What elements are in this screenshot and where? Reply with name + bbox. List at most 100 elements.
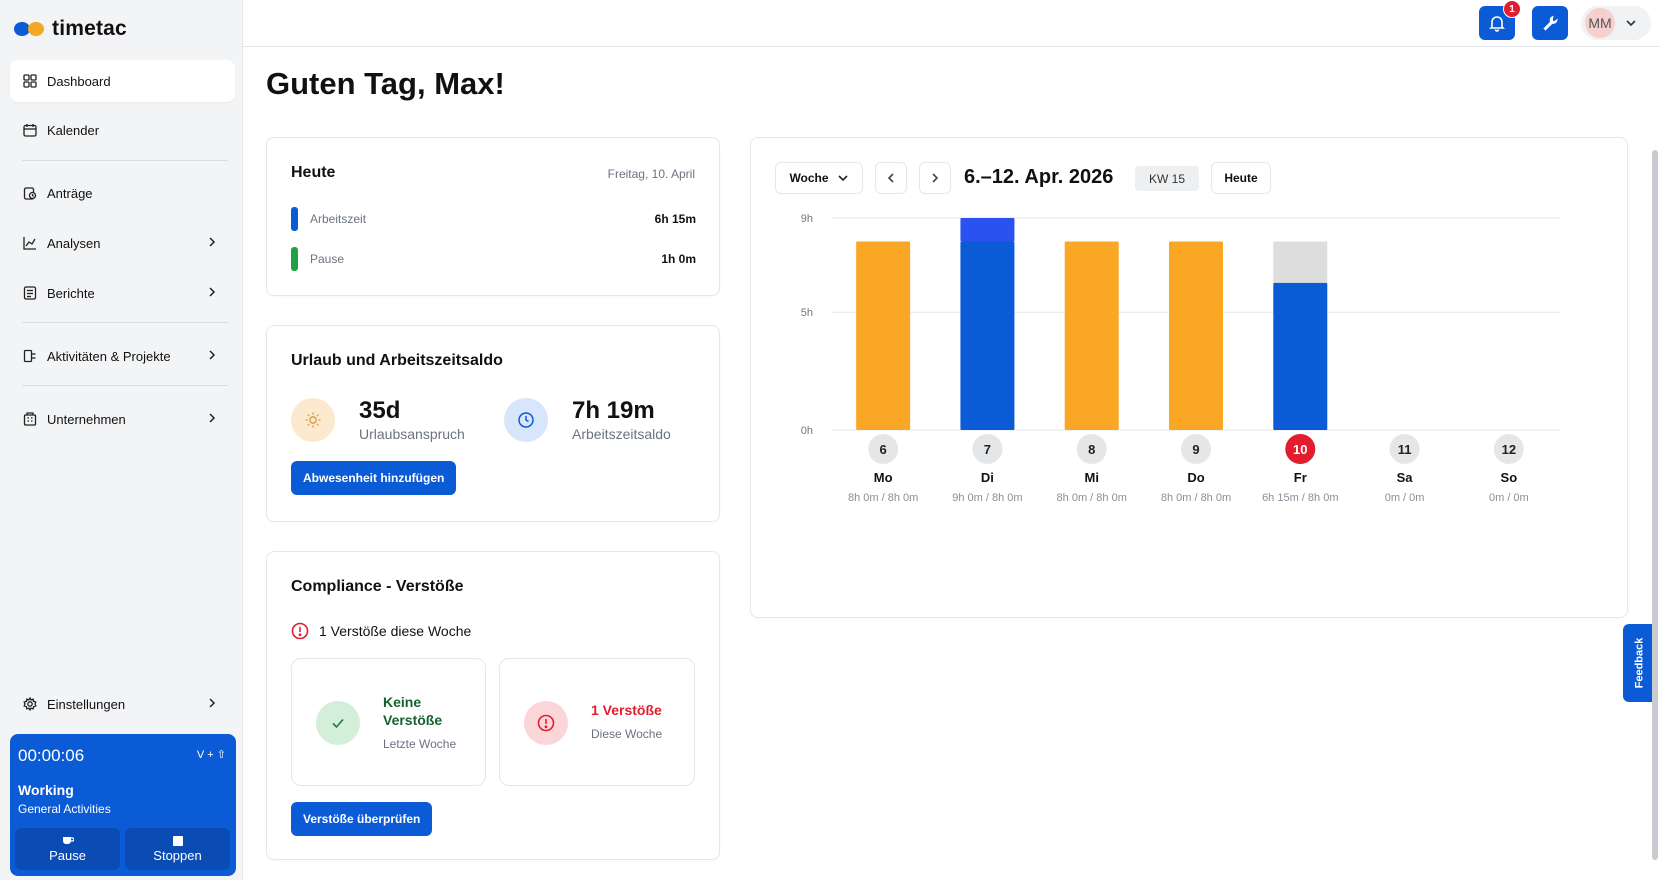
app-name: timetac bbox=[52, 17, 127, 40]
view-select[interactable]: Woche bbox=[775, 162, 863, 194]
card-title: Urlaub und Arbeitszeitsaldo bbox=[291, 352, 503, 369]
this-week-tile[interactable]: 1 Verstöße Diese Woche bbox=[499, 658, 695, 786]
today-button[interactable]: Heute bbox=[1211, 162, 1271, 194]
review-violations-button[interactable]: Verstöße überprüfen bbox=[291, 802, 433, 836]
today-row-worktime: Arbeitszeit 6h 15m bbox=[291, 207, 696, 231]
day-name: Sa bbox=[1397, 470, 1414, 485]
worktime-value: 7h 19m bbox=[572, 397, 655, 424]
pause-color-bar bbox=[291, 247, 298, 271]
sidebar-item-einstellungen[interactable]: Einstellungen bbox=[10, 683, 235, 725]
notification-badge: 1 bbox=[1503, 0, 1521, 18]
tools-button[interactable] bbox=[1532, 6, 1568, 40]
sidebar-item-label: Aktivitäten & Projekte bbox=[47, 348, 171, 364]
sidebar-item-dashboard[interactable]: Dashboard bbox=[10, 60, 235, 102]
row-label: Arbeitszeit bbox=[310, 212, 367, 226]
day-summary: 6h 15m / 8h 0m bbox=[1262, 492, 1338, 504]
day-number-circle bbox=[1493, 434, 1524, 464]
sidebar-item-label: Anträge bbox=[47, 185, 93, 201]
row-label: Pause bbox=[310, 252, 345, 266]
vacation-label: Urlaubsanspruch bbox=[359, 426, 465, 442]
top-bar: 1 MM bbox=[243, 0, 1660, 47]
nav-divider bbox=[22, 322, 228, 323]
day-number-circle bbox=[1181, 434, 1211, 464]
today-button-label: Heute bbox=[1224, 171, 1258, 185]
next-week-button[interactable] bbox=[919, 162, 951, 194]
day-number: 12 bbox=[1502, 442, 1516, 457]
chevron-right-icon bbox=[932, 173, 939, 183]
feedback-button[interactable]: Feedback bbox=[1623, 624, 1655, 702]
sidebar-item-antraege[interactable]: Anträge bbox=[10, 172, 235, 214]
y-tick-label: 5h bbox=[801, 307, 813, 319]
alert-icon bbox=[524, 701, 568, 745]
day-name: Do bbox=[1187, 470, 1204, 485]
today-card: Heute Freitag, 10. April Arbeitszeit 6h … bbox=[266, 137, 720, 296]
card-title: Heute bbox=[291, 164, 336, 181]
day-number-circle bbox=[1389, 434, 1420, 464]
bell-icon bbox=[1489, 16, 1505, 32]
day-number: 11 bbox=[1398, 442, 1412, 457]
day-number: 9 bbox=[1192, 442, 1199, 457]
vacation-value: 35d bbox=[359, 397, 401, 424]
day-summary: 0m / 0m bbox=[1489, 492, 1529, 504]
add-absence-button[interactable]: Abwesenheit hinzufügen bbox=[291, 461, 457, 495]
day-summary: 9h 0m / 8h 0m bbox=[952, 492, 1022, 504]
app-logo[interactable]: timetac bbox=[14, 16, 127, 42]
pause-button[interactable]: Pause bbox=[15, 828, 120, 870]
row-value: 1h 0m bbox=[661, 252, 696, 266]
card-title: Compliance - Verstöße bbox=[291, 578, 464, 595]
chevron-down-icon bbox=[1626, 20, 1636, 27]
violation-count-text: 1 Verstöße diese Woche bbox=[319, 623, 472, 639]
feedback-label: Feedback bbox=[1633, 637, 1645, 689]
day-summary: 8h 0m / 8h 0m bbox=[848, 492, 918, 504]
sidebar-item-berichte[interactable]: Berichte bbox=[10, 272, 235, 314]
requests-icon bbox=[22, 185, 38, 201]
timer-activity[interactable]: General Activities bbox=[18, 802, 111, 816]
chevron-right-icon bbox=[209, 287, 216, 297]
sidebar-item-label: Unternehmen bbox=[47, 411, 126, 427]
sidebar-item-label: Analysen bbox=[47, 235, 101, 251]
violation-count: 1 Verstöße diese Woche bbox=[291, 622, 471, 640]
alert-icon bbox=[291, 622, 309, 640]
y-tick-label: 9h bbox=[801, 213, 813, 225]
chevron-down-icon bbox=[837, 175, 848, 182]
stop-label: Stoppen bbox=[153, 847, 202, 863]
projects-icon bbox=[22, 348, 38, 364]
report-icon bbox=[22, 285, 38, 301]
vacation-stat: 35d Urlaubsanspruch bbox=[291, 398, 465, 442]
company-icon bbox=[22, 411, 38, 427]
time-tracker-widget: 00:00:06 V + ⇧ Working General Activitie… bbox=[10, 734, 236, 876]
nav-divider bbox=[22, 160, 228, 161]
tile-subtitle: Diese Woche bbox=[591, 727, 663, 741]
day-number: 8 bbox=[1088, 442, 1095, 457]
week-range: 6.–12. Apr. 2026 bbox=[964, 166, 1114, 188]
y-tick-label: 0h bbox=[801, 425, 813, 437]
scrollbar[interactable] bbox=[1652, 150, 1658, 860]
day-name: Mo bbox=[874, 470, 893, 485]
bar-worked bbox=[1273, 282, 1328, 430]
week-calendar-card: Woche 6.–12. Apr. 2026 KW 15 Heute 9h 5h 0… bbox=[750, 137, 1628, 618]
row-value: 6h 15m bbox=[654, 212, 696, 226]
sidebar-item-unternehmen[interactable]: Unternehmen bbox=[10, 398, 235, 440]
today-date: Freitag, 10. April bbox=[607, 167, 695, 181]
chevron-right-icon bbox=[209, 413, 216, 423]
sidebar-item-kalender[interactable]: Kalender bbox=[10, 109, 235, 151]
sidebar: timetac Dashboard Kalender Anträge Analy… bbox=[0, 0, 243, 880]
notifications-button[interactable]: 1 bbox=[1479, 0, 1521, 40]
day-number-circle bbox=[1285, 434, 1316, 464]
worktime-color-bar bbox=[291, 207, 298, 231]
balance-card: Urlaub und Arbeitszeitsaldo 35d Urlaubsa… bbox=[266, 325, 720, 522]
nav-divider bbox=[22, 385, 228, 386]
sun-icon bbox=[291, 398, 335, 442]
check-icon bbox=[316, 701, 360, 745]
sidebar-item-analysen[interactable]: Analysen bbox=[10, 222, 235, 264]
sidebar-item-aktivitaeten[interactable]: Aktivitäten & Projekte bbox=[10, 335, 235, 377]
chevron-right-icon bbox=[209, 698, 216, 708]
avatar: MM bbox=[1585, 8, 1615, 38]
clock-icon bbox=[504, 398, 548, 442]
pause-label: Pause bbox=[49, 848, 86, 863]
user-menu[interactable]: MM bbox=[1581, 6, 1651, 40]
day-summary: 0m / 0m bbox=[1385, 492, 1425, 504]
last-week-tile[interactable]: Keine Verstöße Letzte Woche bbox=[291, 658, 486, 786]
stop-button[interactable]: Stoppen bbox=[125, 828, 230, 870]
prev-week-button[interactable] bbox=[875, 162, 907, 194]
